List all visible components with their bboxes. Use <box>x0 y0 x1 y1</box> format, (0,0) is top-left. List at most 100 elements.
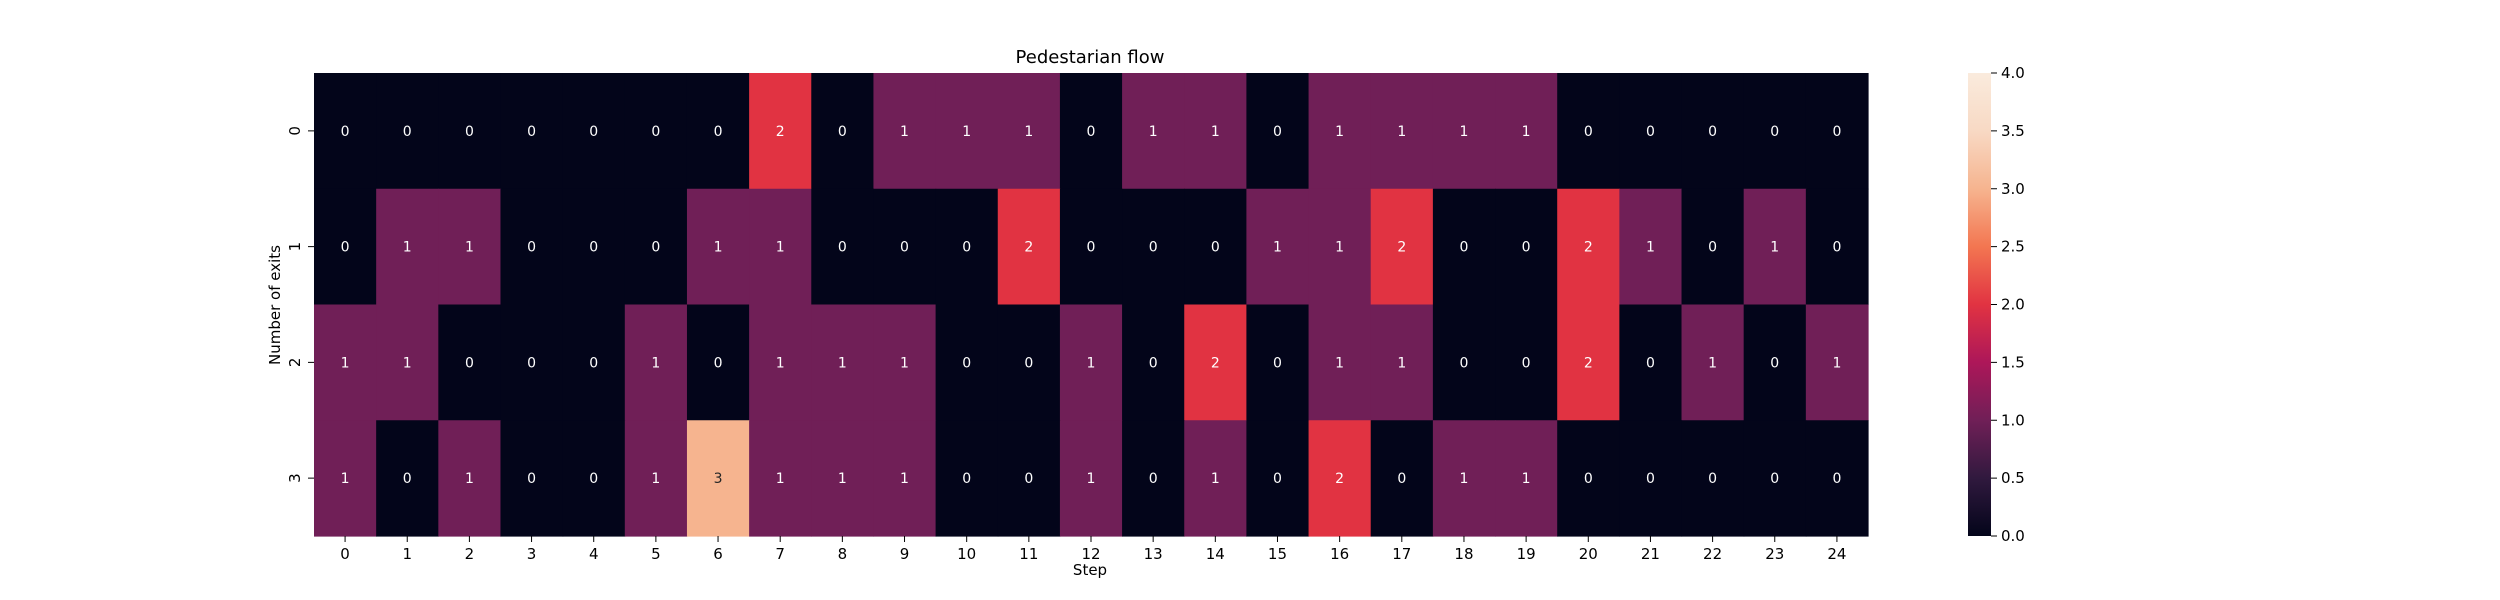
colorbar-tick-label: 4.0 <box>2001 64 2025 82</box>
heatmap-cell-label: 1 <box>1087 355 1096 371</box>
heatmap-cell <box>1246 188 1310 306</box>
heatmap-cell <box>997 420 1061 537</box>
x-tick-label: 17 <box>1392 545 1411 563</box>
heatmap-cell <box>749 304 812 421</box>
x-tick-label: 15 <box>1268 545 1287 563</box>
colorbar-tick-label: 3.0 <box>2001 180 2025 198</box>
heatmap-cell <box>1432 188 1496 306</box>
heatmap-cell-label: 0 <box>1832 240 1841 256</box>
heatmap-cell-label: 0 <box>1459 355 1468 371</box>
x-tick-label: 21 <box>1641 545 1660 563</box>
heatmap-cell <box>438 304 502 421</box>
heatmap-cell-label: 2 <box>1584 240 1593 256</box>
heatmap-cell <box>749 420 812 537</box>
heatmap-cell <box>1681 304 1745 421</box>
heatmap-cell-label: 0 <box>1522 240 1531 256</box>
heatmap-cell <box>1432 304 1496 421</box>
heatmap-cell-label: 1 <box>465 471 474 487</box>
heatmap-cell-label: 0 <box>1708 124 1717 140</box>
heatmap-cell-label: 0 <box>341 124 350 140</box>
heatmap-cell <box>562 304 626 421</box>
heatmap-cell <box>376 188 439 306</box>
heatmap-cell <box>686 188 750 306</box>
x-tick-label: 3 <box>527 545 537 563</box>
heatmap-cell-label: 0 <box>1273 124 1282 140</box>
heatmap-cell-label: 0 <box>589 240 598 256</box>
heatmap-cell <box>1122 188 1185 306</box>
x-tick-label: 23 <box>1765 545 1784 563</box>
heatmap-cell-label: 1 <box>1522 124 1531 140</box>
y-axis-ticks: 0 1 2 3 <box>286 126 314 483</box>
heatmap-cell-label: 0 <box>527 355 536 371</box>
x-tick-label: 13 <box>1144 545 1163 563</box>
heatmap-cell-label: 0 <box>1211 240 1220 256</box>
heatmap-cell <box>1184 73 1247 190</box>
heatmap-cell-label: 0 <box>1397 471 1406 487</box>
heatmap-cell-label: 1 <box>1024 124 1033 140</box>
heatmap-cell-label: 0 <box>1273 471 1282 487</box>
heatmap-cell-label: 1 <box>403 355 412 371</box>
heatmap-cell <box>1743 188 1807 306</box>
heatmap-cell <box>1557 188 1620 306</box>
x-tick-label: 18 <box>1454 545 1473 563</box>
heatmap-cells <box>314 73 1869 537</box>
heatmap-cell <box>376 304 439 421</box>
x-tick-label: 6 <box>713 545 723 563</box>
heatmap-cell-label: 0 <box>962 471 971 487</box>
heatmap-cell <box>1805 304 1869 421</box>
heatmap-cell-label: 1 <box>1211 471 1220 487</box>
heatmap-cell <box>1370 304 1434 421</box>
heatmap-cell <box>935 304 999 421</box>
heatmap-cell <box>1122 304 1185 421</box>
heatmap-cell <box>686 420 750 537</box>
x-tick-label: 4 <box>589 545 599 563</box>
heatmap-cell-label: 0 <box>1459 240 1468 256</box>
x-tick-label: 9 <box>900 545 910 563</box>
heatmap-cell-label: 0 <box>1087 124 1096 140</box>
heatmap-cell <box>997 188 1061 306</box>
heatmap-cell-label: 2 <box>1397 240 1406 256</box>
colorbar-tick-label: 0.0 <box>2001 527 2025 545</box>
heatmap-cell <box>1619 420 1683 537</box>
heatmap-cell <box>935 420 999 537</box>
heatmap-cell <box>1059 420 1123 537</box>
heatmap-cell-label: 1 <box>651 355 660 371</box>
heatmap-cell-label: 1 <box>900 124 909 140</box>
heatmap-cell <box>1059 304 1123 421</box>
heatmap-cell-label: 0 <box>1584 471 1593 487</box>
heatmap-cell-label: 0 <box>1832 471 1841 487</box>
heatmap-cell <box>811 420 875 537</box>
heatmap-cell-label: 0 <box>900 240 909 256</box>
heatmap-cell <box>1308 420 1372 537</box>
x-tick-label: 12 <box>1081 545 1100 563</box>
x-tick-label: 0 <box>340 545 350 563</box>
heatmap-cell-label: 1 <box>714 240 723 256</box>
heatmap-cell <box>811 304 875 421</box>
x-tick-label: 19 <box>1517 545 1536 563</box>
heatmap-cell <box>873 304 937 421</box>
heatmap-cell <box>1246 420 1310 537</box>
heatmap-cell-label: 2 <box>1211 355 1220 371</box>
heatmap-cell <box>1246 73 1310 190</box>
heatmap-cell <box>1557 304 1620 421</box>
heatmap-cell <box>1681 73 1745 190</box>
heatmap-cell-label: 0 <box>1584 124 1593 140</box>
heatmap-cell-label: 0 <box>1770 471 1779 487</box>
heatmap-cell-label: 0 <box>589 355 598 371</box>
heatmap-cell <box>1495 188 1558 306</box>
heatmap-cell-label: 0 <box>651 124 660 140</box>
heatmap-cell <box>749 188 812 306</box>
y-tick-label: 3 <box>286 473 304 483</box>
heatmap-cell-label: 0 <box>465 355 474 371</box>
heatmap-cell <box>1495 304 1558 421</box>
heatmap-cell-label: 1 <box>1273 240 1282 256</box>
colorbar-tick-label: 2.5 <box>2001 238 2025 256</box>
heatmap-cell-label: 0 <box>1024 471 1033 487</box>
y-tick-label: 2 <box>286 358 304 368</box>
heatmap-cell <box>438 73 502 190</box>
heatmap-cell-label: 0 <box>1149 471 1158 487</box>
heatmap-cell <box>1557 73 1620 190</box>
heatmap-cell-label: 1 <box>1832 355 1841 371</box>
heatmap-cell <box>873 73 937 190</box>
